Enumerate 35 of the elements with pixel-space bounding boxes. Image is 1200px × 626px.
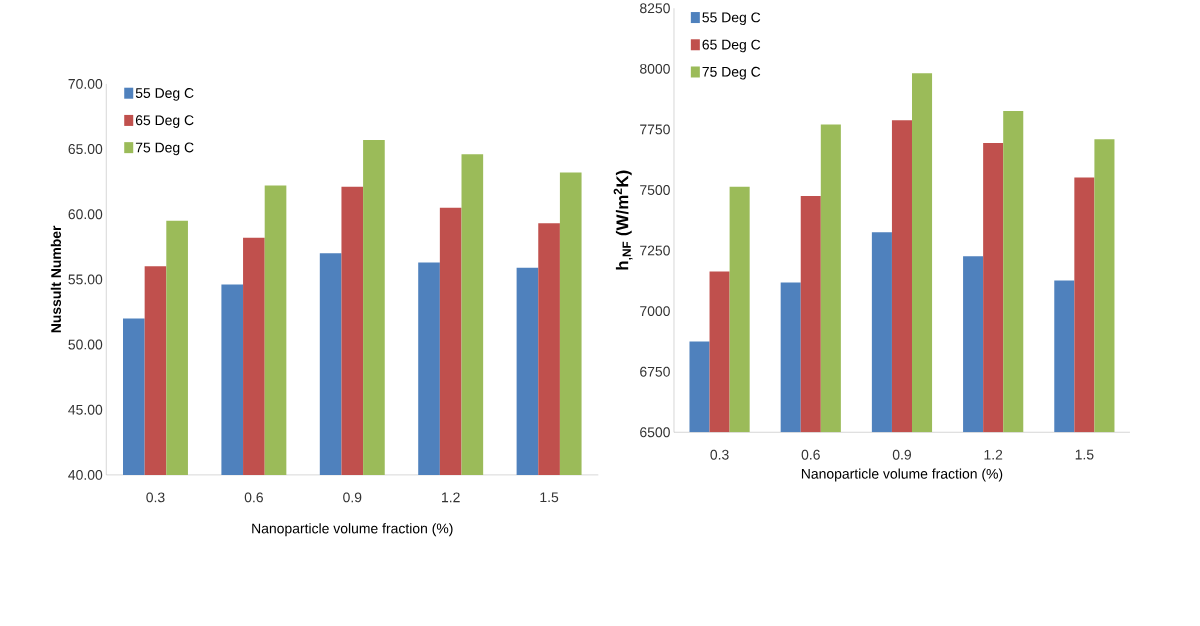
legend-label: 65 Deg C	[135, 115, 194, 128]
y-tick-label: 7750	[640, 124, 670, 135]
y-tick-label: 7500	[640, 184, 670, 195]
y-tick-label: 8000	[640, 63, 670, 74]
x-axis-title: Nanoparticle volume fraction (%)	[801, 468, 1003, 482]
y-tick-label: 7000	[640, 306, 670, 317]
x-tick-label: 0.3	[710, 449, 729, 460]
y-axis-title: Nussult Number	[50, 225, 62, 333]
y-tick-label: 55.00	[68, 274, 103, 285]
y-axis-title: h$_{,NF}$ (W/m$^{2}$K)	[613, 170, 633, 270]
y-tick-label: 40.00	[68, 469, 103, 480]
legend-label: 55 Deg C	[702, 12, 761, 26]
y-tick-label: 8250	[640, 3, 670, 14]
y-tick-label: 60.00	[68, 209, 103, 220]
y-tick-label: 50.00	[68, 339, 103, 350]
y-tick-label: 6750	[640, 366, 670, 377]
y-tick-label: 45.00	[68, 404, 103, 415]
x-tick-label: 1.5	[1075, 449, 1094, 460]
x-tick-label: 1.2	[984, 449, 1003, 460]
x-tick-label: 1.2	[442, 492, 460, 503]
x-tick-label: 1.5	[540, 492, 559, 503]
legend-label: 65 Deg C	[702, 39, 761, 53]
y-tick-label: 70.00	[68, 78, 103, 89]
x-axis-title: Nanoparticle volume fraction (%)	[252, 523, 453, 537]
y-tick-label: 65.00	[68, 144, 103, 154]
legend-label: 55 Deg C	[135, 88, 194, 101]
y-tick-label: 7250	[640, 245, 670, 256]
y-tick-label: 6500	[640, 427, 670, 438]
x-tick-label: 0.6	[244, 492, 263, 503]
x-tick-label: 0.6	[801, 449, 820, 460]
x-tick-label: 0.9	[892, 449, 911, 460]
x-tick-label: 0.9	[343, 492, 362, 503]
legend-label: 75 Deg C	[135, 142, 194, 156]
legend-label: 75 Deg C	[702, 66, 761, 80]
x-tick-label: 0.3	[146, 492, 165, 503]
